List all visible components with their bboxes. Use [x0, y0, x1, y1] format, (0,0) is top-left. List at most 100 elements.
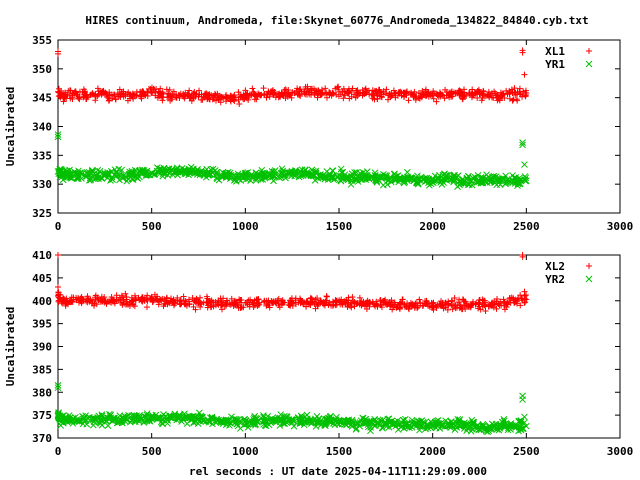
data-point: [489, 90, 496, 97]
x-tick-label: 1500: [326, 445, 353, 458]
data-point: [515, 177, 523, 185]
data-point: [328, 172, 336, 180]
data-point: [390, 87, 397, 94]
data-point: [280, 93, 287, 100]
outlier-point: [521, 71, 528, 78]
data-point: [86, 176, 93, 184]
data-point: [122, 290, 129, 297]
data-point: [88, 166, 96, 174]
data-point: [468, 302, 475, 309]
data-point: [208, 92, 215, 99]
data-point: [163, 86, 170, 93]
data-point: [280, 299, 287, 306]
data-point: [297, 93, 304, 100]
data-point: [320, 299, 327, 306]
x-axis-label: rel seconds : UT date 2025-04-11T11:29:0…: [189, 465, 487, 478]
data-point: [113, 171, 121, 178]
data-point: [496, 181, 504, 189]
data-point: [516, 85, 523, 92]
data-point: [55, 410, 62, 418]
data-point: [112, 96, 119, 103]
data-point: [281, 420, 289, 427]
data-point: [470, 175, 477, 183]
data-point: [123, 177, 131, 185]
data-point: [186, 300, 193, 307]
data-point: [449, 298, 456, 305]
data-point: [346, 88, 353, 95]
data-point: [385, 92, 392, 99]
data-point: [422, 425, 429, 433]
data-point: [73, 417, 81, 425]
data-point: [237, 296, 244, 303]
data-point: [349, 294, 356, 301]
data-point: [111, 416, 119, 424]
data-point: [366, 417, 373, 425]
data-point: [133, 92, 140, 99]
data-point: [374, 96, 381, 103]
data-point: [300, 419, 308, 426]
data-point: [351, 169, 358, 176]
data-point: [235, 89, 242, 96]
data-point: [490, 174, 497, 181]
data-point: [504, 176, 512, 184]
series-yr2: [54, 409, 530, 436]
data-point: [252, 174, 260, 182]
data-point: [196, 87, 203, 94]
data-point: [322, 85, 329, 92]
data-point: [289, 302, 296, 309]
data-point: [379, 298, 386, 305]
data-point: [94, 294, 101, 301]
data-point: [488, 299, 495, 306]
data-point: [260, 85, 267, 92]
y-tick-label: 350: [32, 63, 52, 76]
data-point: [504, 178, 512, 186]
data-point: [113, 298, 120, 305]
data-point: [281, 171, 289, 179]
data-point: [456, 87, 463, 94]
data-point: [395, 178, 402, 186]
legend-marker: [586, 48, 592, 54]
data-point: [204, 172, 212, 179]
data-point: [169, 298, 176, 305]
data-point: [367, 424, 374, 431]
data-point: [215, 176, 223, 184]
outlier-point: [519, 253, 526, 260]
data-point: [69, 90, 76, 97]
data-point: [84, 299, 91, 306]
data-point: [397, 300, 404, 307]
legend-marker: [585, 275, 593, 283]
data-point: [403, 420, 411, 428]
data-point: [290, 422, 298, 430]
data-point: [60, 98, 67, 105]
data-point: [401, 174, 408, 181]
data-point: [500, 416, 508, 423]
data-point: [354, 178, 362, 185]
data-point: [176, 168, 184, 176]
data-point: [378, 417, 386, 425]
data-point: [516, 90, 523, 97]
data-point: [323, 293, 330, 300]
data-point: [170, 412, 178, 420]
data-point: [479, 179, 487, 187]
data-point: [488, 177, 495, 185]
y-tick-label: 410: [32, 249, 52, 262]
data-point: [304, 83, 311, 90]
x-tick-label: 2500: [513, 445, 540, 458]
x-tick-label: 0: [55, 220, 62, 233]
data-point: [229, 300, 236, 307]
data-point: [249, 85, 256, 92]
data-point: [264, 412, 272, 420]
data-point: [95, 412, 103, 420]
x-tick-label: 0: [55, 445, 62, 458]
data-point: [84, 414, 91, 422]
data-point: [477, 306, 484, 313]
data-point: [439, 91, 446, 98]
data-point: [460, 297, 467, 304]
data-point: [413, 422, 421, 429]
data-point: [167, 414, 175, 422]
data-point: [95, 415, 102, 423]
data-point: [330, 419, 338, 427]
data-point: [312, 305, 319, 312]
data-point: [459, 296, 466, 303]
data-point: [413, 177, 421, 185]
